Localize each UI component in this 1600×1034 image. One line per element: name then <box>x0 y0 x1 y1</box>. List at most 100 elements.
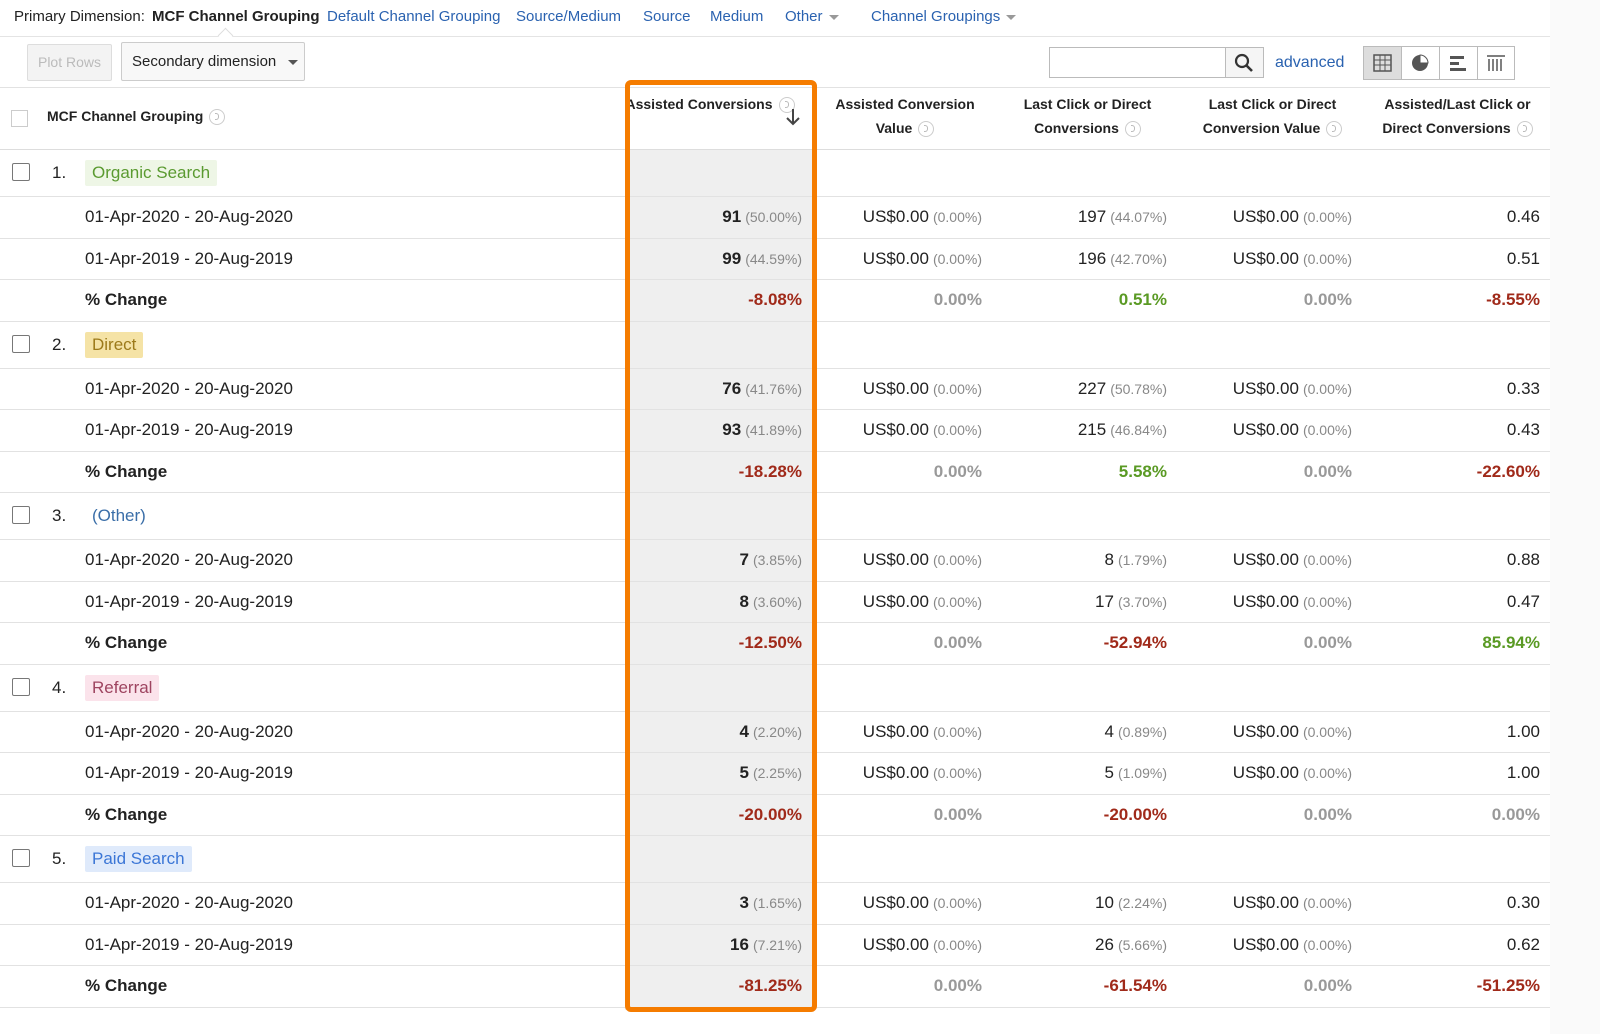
group-row: 2. Direct <box>0 322 1550 369</box>
group-row: 1. Organic Search <box>0 150 1550 197</box>
channel-groupings-dropdown[interactable]: Channel Groupings <box>871 8 1017 25</box>
channel-badge[interactable]: Referral <box>85 674 160 701</box>
advanced-link[interactable]: advanced <box>1275 54 1345 71</box>
row-index: 4. <box>52 677 67 697</box>
metric-percent: (0.00%) <box>932 209 982 226</box>
sorted-column-bg <box>625 150 815 1010</box>
metric-percent: (0.00%) <box>1302 765 1352 782</box>
metric-cell: -12.50% <box>625 623 802 664</box>
date-range: 01-Apr-2019 - 20-Aug-2019 <box>85 934 293 954</box>
search-button[interactable] <box>1225 47 1264 78</box>
metric-cell: 0.88 <box>1365 540 1540 581</box>
metric-value: 3 <box>739 893 749 913</box>
metric-cell: 0.46 <box>1365 197 1540 238</box>
metric-value: 0.46 <box>1506 207 1540 227</box>
other-dropdown[interactable]: Other <box>785 8 839 25</box>
change-label: % Change <box>85 633 168 652</box>
column-header-label: Assisted/Last Click or Direct Conversion… <box>1382 96 1531 136</box>
icon <box>1487 55 1505 71</box>
change-value: 0.00% <box>1303 976 1352 996</box>
change-value: -81.25% <box>738 976 802 996</box>
dimension-link[interactable]: Default Channel Grouping <box>327 8 501 25</box>
metric-cell: 5 (1.09%) <box>995 753 1168 794</box>
metric-value: 1.00 <box>1506 721 1540 741</box>
metric-value: US$0.00 <box>862 248 929 268</box>
scroll-gutter <box>1550 0 1600 1034</box>
metric-cell: 85.94% <box>1365 623 1540 664</box>
change-value: -52.94% <box>1103 633 1167 653</box>
date-range: 01-Apr-2020 - 20-Aug-2020 <box>85 378 293 398</box>
secondary-dimension-dropdown[interactable]: Secondary dimension <box>121 42 305 81</box>
metric-cell: 227 (50.78%) <box>995 369 1167 410</box>
metric-cell: US$0.00 (0.00%) <box>815 925 982 966</box>
sort-arrow <box>786 108 800 133</box>
change-value: 0.00% <box>933 633 982 653</box>
date-row: 01-Apr-2020 - 20-Aug-2020 76 (41.76%) US$0.… <box>0 369 1550 410</box>
pivot-view[interactable] <box>1478 47 1515 79</box>
bar-view[interactable] <box>1440 47 1478 79</box>
column-header: Assisted/Last Click or Direct Conversion… <box>1375 92 1540 140</box>
metric-percent: (2.20%) <box>752 723 802 740</box>
metric-percent: (3.60%) <box>752 593 802 610</box>
caret <box>1006 14 1017 20</box>
header-checkbox[interactable] <box>11 110 28 127</box>
channel-badge[interactable]: (Other) <box>92 506 146 525</box>
table-view[interactable] <box>1364 47 1402 79</box>
plot-rows-button[interactable]: Plot Rows <box>27 44 112 81</box>
date-row: 01-Apr-2020 - 20-Aug-2020 7 (3.85%) US$0.00… <box>0 540 1550 582</box>
pie-view[interactable] <box>1402 47 1440 79</box>
channel-badge[interactable]: Direct <box>85 331 144 358</box>
metric-percent: (0.00%) <box>1302 552 1352 569</box>
metric-value: 215 <box>1077 420 1107 440</box>
dimension-link[interactable]: Source <box>643 8 691 25</box>
dimension-link[interactable]: Source/Medium <box>516 8 622 25</box>
channel-badge[interactable]: Paid Search <box>85 846 192 872</box>
change-value: -20.00% <box>1103 804 1167 824</box>
dimension-link[interactable]: Medium <box>710 8 764 25</box>
metric-cell: 76 (41.76%) <box>625 369 802 410</box>
change-row: % Change -18.28% 0.00% 5.58% 0.00% -22.60% <box>0 452 1550 493</box>
metric-value: US$0.00 <box>1232 378 1299 398</box>
metric-value: 26 <box>1095 934 1114 954</box>
metric-cell: 10 (2.24%) <box>995 883 1167 924</box>
metric-percent: (7.21%) <box>752 936 802 953</box>
metric-value: US$0.00 <box>1232 207 1299 227</box>
change-label: % Change <box>85 976 168 995</box>
help-icon <box>1124 121 1141 138</box>
caret <box>288 59 299 65</box>
metric-percent: (0.00%) <box>932 380 982 397</box>
metric-cell: -51.25% <box>1365 966 1540 1007</box>
metric-cell: 4 (2.20%) <box>625 712 803 753</box>
row-checkbox[interactable] <box>12 163 30 181</box>
metric-percent: (44.59%) <box>745 250 802 267</box>
metric-percent: (0.00%) <box>932 593 982 610</box>
metric-cell: 197 (44.07%) <box>995 197 1167 238</box>
row-checkbox[interactable] <box>12 849 30 867</box>
change-value: 0.00% <box>1303 633 1352 653</box>
metric-cell: 0.51 <box>1365 239 1540 280</box>
search-input[interactable] <box>1049 47 1227 78</box>
metric-cell: -52.94% <box>995 623 1167 664</box>
metric-percent: (0.00%) <box>1302 250 1352 267</box>
row-checkbox[interactable] <box>12 506 30 524</box>
channel-badge[interactable]: Organic Search <box>85 160 218 186</box>
column-header[interactable]: Assisted Conversions <box>625 92 800 126</box>
metric-percent: (0.00%) <box>932 895 982 912</box>
channel-groupings-label: Channel Groupings <box>871 8 1001 25</box>
change-label: % Change <box>85 804 168 824</box>
primary-label: Primary Dimension: <box>14 8 145 25</box>
row-index: 1. <box>52 163 67 182</box>
help-icon <box>209 109 226 126</box>
help-icon <box>778 97 795 114</box>
metric-percent: (0.00%) <box>1302 593 1352 610</box>
metric-cell: 1.00 <box>1365 753 1540 794</box>
metric-value: 10 <box>1095 893 1114 913</box>
metric-value: 0.43 <box>1506 420 1540 440</box>
metric-percent: (0.00%) <box>1302 380 1352 397</box>
row-checkbox[interactable] <box>12 677 30 696</box>
row-checkbox[interactable] <box>12 334 30 353</box>
metric-cell: 0.00% <box>1365 795 1540 836</box>
metric-value: 0.47 <box>1506 591 1540 611</box>
metric-cell: 0.62 <box>1365 925 1540 966</box>
